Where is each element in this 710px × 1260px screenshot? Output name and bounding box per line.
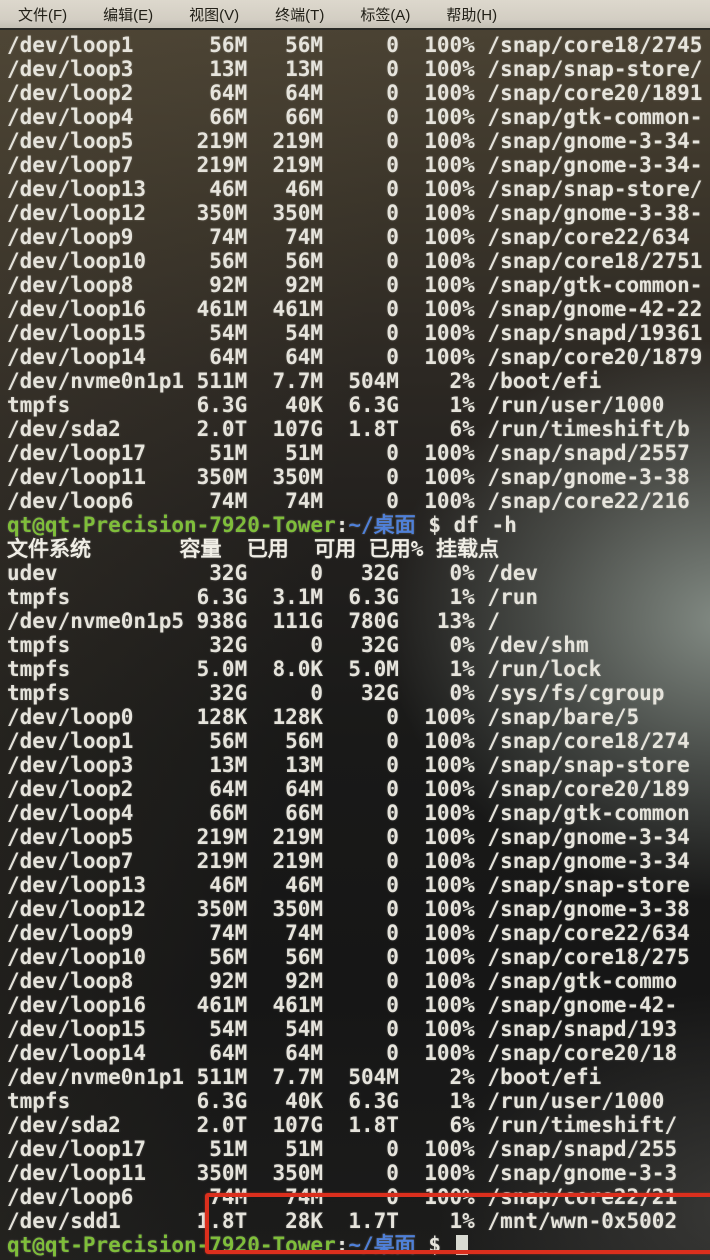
menu-file[interactable]: 文件(F) [18,6,68,24]
terminal-line: /dev/loop1 56M 56M 0 100% /snap/core18/2… [7,729,690,753]
menu-help[interactable]: 帮助(H) [446,6,498,24]
terminal-line: /dev/loop0 128K 128K 0 100% /snap/bare/5 [7,705,640,729]
prompt-text: : [335,513,349,537]
menu-view[interactable]: 视图(V) [189,6,240,24]
terminal-line: /dev/loop11 350M 350M 0 100% /snap/gnome… [7,465,690,489]
terminal-prompt-line: qt@qt-Precision-7920-Tower:~/桌面 $ [7,1233,710,1257]
menu-bar: 文件(F) 编辑(E) 视图(V) 终端(T) 标签(A) 帮助(H) [0,0,710,30]
terminal-line: tmpfs 32G 0 32G 0% /sys/fs/cgroup [7,681,665,705]
terminal-line: /dev/loop17 51M 51M 0 100% /snap/snapd/2… [7,441,690,465]
terminal-line: tmpfs 6.3G 40K 6.3G 1% /run/user/1000 [7,393,665,417]
terminal-line: /dev/loop17 51M 51M 0 100% /snap/snapd/2… [7,1137,678,1161]
terminal-line: /dev/loop1 56M 56M 0 100% /snap/core18/2… [7,33,703,57]
terminal-line: /dev/loop13 46M 46M 0 100% /snap/snap-st… [7,177,703,201]
terminal-line: /dev/loop6 74M 74M 0 100% /snap/core22/2… [7,1185,678,1209]
terminal-line: /dev/nvme0n1p1 511M 7.7M 504M 2% /boot/e… [7,369,602,393]
terminal-line: /dev/loop2 64M 64M 0 100% /snap/core20/1… [7,777,690,801]
terminal-line: /dev/loop12 350M 350M 0 100% /snap/gnome… [7,897,690,921]
terminal-prompt-line: qt@qt-Precision-7920-Tower:~/桌面 $ df -h [7,513,710,537]
terminal-line: /dev/loop12 350M 350M 0 100% /snap/gnome… [7,201,703,225]
terminal-line: /dev/loop16 461M 461M 0 100% /snap/gnome… [7,993,678,1017]
terminal-line: /dev/loop5 219M 219M 0 100% /snap/gnome-… [7,129,703,153]
terminal-cursor [455,1235,468,1255]
prompt-path: ~/桌面 [348,513,416,537]
terminal-line: /dev/loop14 64M 64M 0 100% /snap/core20/… [7,1041,678,1065]
terminal-line: /dev/loop14 64M 64M 0 100% /snap/core20/… [7,345,703,369]
terminal-line: /dev/loop11 350M 350M 0 100% /snap/gnome… [7,1161,678,1185]
terminal-line: /dev/loop5 219M 219M 0 100% /snap/gnome-… [7,825,690,849]
prompt-text: $ df -h [415,513,517,537]
terminal-line: /dev/loop6 74M 74M 0 100% /snap/core22/2… [7,489,690,513]
menu-tabs[interactable]: 标签(A) [360,6,411,24]
terminal-line: /dev/sda2 2.0T 107G 1.8T 6% /run/timeshi… [7,1113,678,1137]
terminal-line: /dev/loop10 56M 56M 0 100% /snap/core18/… [7,945,690,969]
terminal-line: /dev/loop15 54M 54M 0 100% /snap/snapd/1… [7,1017,678,1041]
terminal-line: /dev/loop3 13M 13M 0 100% /snap/snap-sto… [7,57,703,81]
terminal-line: /dev/loop16 461M 461M 0 100% /snap/gnome… [7,297,703,321]
terminal-line: tmpfs 6.3G 40K 6.3G 1% /run/user/1000 [7,1089,665,1113]
terminal-line: /dev/loop7 219M 219M 0 100% /snap/gnome-… [7,849,690,873]
terminal-line: tmpfs 5.0M 8.0K 5.0M 1% /run/lock [7,657,602,681]
terminal-line: tmpfs 6.3G 3.1M 6.3G 1% /run [7,585,539,609]
menu-terminal[interactable]: 终端(T) [275,6,325,24]
terminal-line: /dev/loop8 92M 92M 0 100% /snap/gtk-comm… [7,273,703,297]
terminal-line: /dev/loop4 66M 66M 0 100% /snap/gtk-comm… [7,105,703,129]
terminal-line: /dev/loop9 74M 74M 0 100% /snap/core22/6… [7,921,690,945]
terminal-line: /dev/sdd1 1.8T 28K 1.7T 1% /mnt/wwn-0x50… [7,1209,678,1233]
terminal-line: /dev/loop15 54M 54M 0 100% /snap/snapd/1… [7,321,703,345]
terminal-line: /dev/loop8 92M 92M 0 100% /snap/gtk-comm… [7,969,678,993]
terminal-line: /dev/loop7 219M 219M 0 100% /snap/gnome-… [7,153,703,177]
prompt-text: $ [415,1233,454,1257]
terminal-output[interactable]: /dev/loop1 56M 56M 0 100% /snap/core18/2… [0,30,710,1260]
prompt-path: ~/桌面 [348,1233,416,1257]
terminal-line: /dev/loop4 66M 66M 0 100% /snap/gtk-comm… [7,801,690,825]
prompt-text: : [335,1233,349,1257]
terminal-line: /dev/nvme0n1p1 511M 7.7M 504M 2% /boot/e… [7,1065,602,1089]
terminal-line: /dev/nvme0n1p5 938G 111G 780G 13% / [7,609,501,633]
terminal-line: /dev/loop3 13M 13M 0 100% /snap/snap-sto… [7,753,690,777]
prompt-user-host: qt@qt-Precision-7920-Tower [7,1233,336,1257]
terminal-line: /dev/loop10 56M 56M 0 100% /snap/core18/… [7,249,703,273]
terminal-line: udev 32G 0 32G 0% /dev [7,561,539,585]
prompt-user-host: qt@qt-Precision-7920-Tower [7,513,336,537]
terminal-header-line: 文件系统 容量 已用 可用 已用% 挂载点 [7,537,500,561]
terminal-line: /dev/loop13 46M 46M 0 100% /snap/snap-st… [7,873,690,897]
terminal-line: /dev/loop9 74M 74M 0 100% /snap/core22/6… [7,225,690,249]
terminal-line: tmpfs 32G 0 32G 0% /dev/shm [7,633,589,657]
terminal-line: /dev/loop2 64M 64M 0 100% /snap/core20/1… [7,81,703,105]
menu-edit[interactable]: 编辑(E) [103,6,154,24]
terminal-line: /dev/sda2 2.0T 107G 1.8T 6% /run/timeshi… [7,417,690,441]
